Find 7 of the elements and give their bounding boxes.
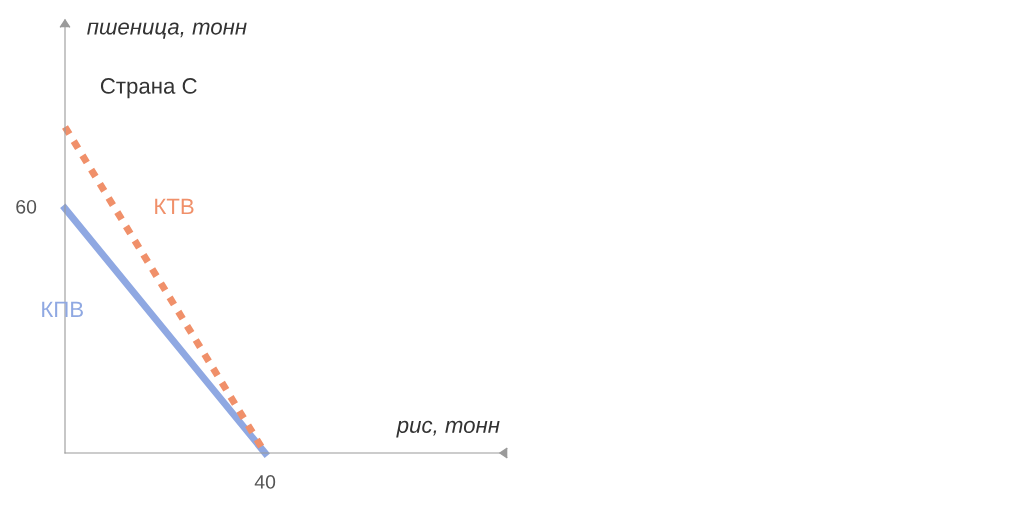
text: 40 <box>254 475 276 489</box>
x-axis-title: рис, тонн <box>396 420 500 438</box>
chart-title: Страна С <box>100 78 197 99</box>
series-label: КТВ <box>155 198 194 215</box>
y-axis-title: пшеница, тонн <box>87 22 247 39</box>
text: КПВ <box>42 301 83 318</box>
text: 60 <box>16 199 37 214</box>
